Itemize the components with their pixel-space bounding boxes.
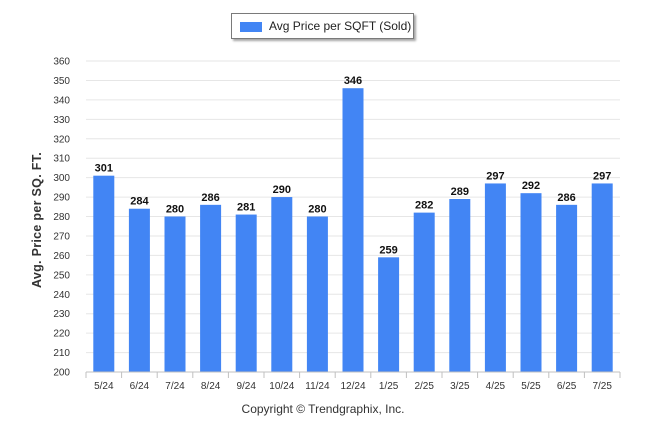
bar	[378, 257, 400, 372]
bar	[591, 183, 613, 372]
bar	[164, 216, 186, 372]
x-tick-label: 5/25	[521, 381, 541, 392]
data-label: 286	[557, 192, 575, 204]
data-label: 286	[201, 192, 219, 204]
y-tick-label: 200	[53, 368, 70, 379]
bar	[93, 175, 115, 372]
bar	[556, 204, 578, 372]
y-tick-label: 320	[53, 134, 70, 145]
y-tick-label: 240	[53, 290, 70, 301]
x-tick-label: 4/25	[486, 381, 506, 392]
chart-legend: Avg Price per SQFT (Sold)	[231, 13, 414, 39]
y-tick-label: 310	[53, 154, 70, 165]
x-tick-label: 6/24	[130, 381, 150, 392]
bar	[520, 193, 542, 372]
data-label: 297	[486, 170, 504, 182]
y-tick-label: 230	[53, 309, 70, 320]
x-tick-label: 5/24	[94, 381, 114, 392]
x-tick-label: 6/25	[557, 381, 577, 392]
y-tick-label: 220	[53, 329, 70, 340]
y-tick-label: 270	[53, 231, 70, 242]
x-tick-label: 7/25	[592, 381, 612, 392]
x-tick-label: 11/24	[305, 381, 330, 392]
bar	[484, 183, 506, 372]
x-tick-label: 9/24	[236, 381, 256, 392]
y-tick-label: 330	[53, 115, 70, 126]
data-label: 280	[166, 204, 184, 216]
data-label: 284	[130, 196, 149, 208]
x-tick-label: 1/25	[379, 381, 399, 392]
data-label: 301	[95, 163, 113, 175]
y-tick-label: 210	[53, 348, 70, 359]
bar	[449, 199, 471, 372]
y-tick-label: 280	[53, 212, 70, 223]
x-tick-label: 10/24	[269, 381, 294, 392]
y-tick-label: 250	[53, 270, 70, 281]
legend-label: Avg Price per SQFT (Sold)	[269, 19, 412, 33]
y-tick-label: 300	[53, 173, 70, 184]
y-tick-label: 360	[53, 57, 70, 68]
y-tick-label: 290	[53, 193, 70, 204]
data-label: 282	[415, 200, 433, 212]
x-tick-label: 3/25	[450, 381, 470, 392]
bar	[271, 197, 293, 372]
bar	[128, 208, 150, 372]
x-tick-label: 7/24	[165, 381, 185, 392]
legend-swatch	[240, 22, 262, 32]
copyright-text: Copyright © Trendgraphix, Inc.	[241, 402, 405, 416]
data-label: 292	[522, 180, 540, 192]
x-tick-label: 8/24	[201, 381, 221, 392]
data-label: 297	[593, 170, 611, 182]
data-label: 280	[308, 204, 326, 216]
data-label: 289	[451, 186, 469, 198]
data-label: 259	[379, 244, 397, 256]
bar	[306, 216, 328, 372]
data-label: 290	[273, 184, 291, 196]
bar	[235, 214, 257, 372]
data-label: 281	[237, 202, 255, 214]
y-tick-label: 260	[53, 251, 70, 262]
x-tick-label: 12/24	[340, 381, 365, 392]
x-tick-label: 2/25	[414, 381, 434, 392]
y-tick-label: 350	[53, 76, 70, 87]
y-tick-label: 340	[53, 95, 70, 106]
bar	[413, 212, 435, 372]
data-label: 346	[344, 75, 362, 87]
bar	[342, 88, 364, 373]
bar	[200, 204, 222, 372]
